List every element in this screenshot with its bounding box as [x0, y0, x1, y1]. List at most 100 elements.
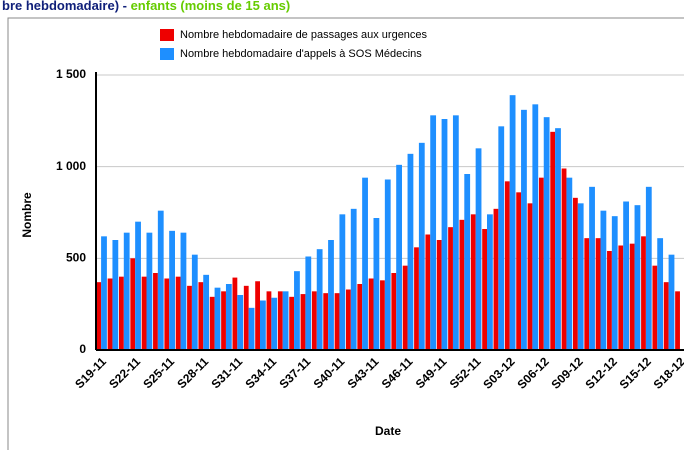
bar	[146, 232, 153, 350]
bar	[119, 276, 124, 350]
bar	[384, 179, 391, 350]
bar	[414, 247, 419, 350]
bar	[487, 214, 493, 350]
bar	[436, 240, 442, 350]
legend-label: Nombre hebdomadaire de passages aux urge…	[180, 29, 428, 41]
bar	[532, 104, 539, 350]
bar	[346, 289, 351, 350]
bar	[675, 291, 680, 350]
bar	[543, 117, 550, 351]
bar	[663, 282, 669, 350]
y-axis-label: Nombre	[20, 192, 34, 238]
bar	[123, 232, 130, 350]
bar	[350, 208, 357, 350]
bar	[357, 284, 363, 350]
bar	[550, 131, 556, 350]
bar	[498, 126, 505, 350]
bar	[577, 203, 584, 350]
bar	[645, 186, 652, 350]
bar	[305, 256, 312, 350]
bar	[316, 249, 323, 350]
bar	[362, 177, 368, 350]
title-main: bre hebdomadaire) -	[2, 0, 131, 13]
bar	[187, 285, 192, 350]
bar	[101, 236, 107, 350]
y-tick-label: 1 000	[56, 159, 86, 173]
bar	[237, 295, 244, 350]
y-tick-label: 500	[66, 251, 86, 265]
bar	[418, 142, 425, 350]
bar	[107, 278, 113, 350]
bar	[521, 109, 527, 350]
bar	[407, 153, 414, 350]
bar	[595, 238, 601, 350]
bar	[225, 284, 232, 350]
bar	[555, 128, 561, 350]
chart-title: bre hebdomadaire) - enfants (moins de 15…	[2, 0, 290, 13]
bar	[311, 291, 317, 350]
bar	[509, 95, 516, 351]
bar	[607, 251, 612, 350]
bar	[566, 177, 573, 350]
bar	[157, 210, 164, 350]
bar	[271, 297, 278, 350]
bar	[618, 245, 624, 350]
bar	[657, 238, 664, 350]
bar	[323, 293, 329, 350]
bar	[368, 278, 374, 350]
bar	[396, 164, 402, 350]
bar	[153, 273, 158, 350]
legend-label: Nombre hebdomadaire d'appels à SOS Médec…	[180, 48, 422, 60]
y-tick-label: 0	[79, 342, 86, 356]
bar	[289, 296, 295, 350]
legend-swatch	[160, 48, 174, 60]
bar	[248, 307, 255, 350]
bar	[380, 280, 385, 350]
bar	[402, 265, 408, 350]
bar	[180, 232, 187, 350]
bar	[175, 276, 181, 350]
bar	[538, 177, 544, 350]
bar	[441, 119, 448, 350]
bar	[425, 234, 431, 350]
y-tick-label: 1 500	[56, 67, 86, 81]
bar	[527, 203, 533, 350]
bar	[243, 285, 249, 350]
bar	[430, 115, 437, 350]
bar	[516, 192, 522, 350]
bar	[623, 201, 629, 350]
bar	[294, 271, 300, 350]
bar	[232, 277, 238, 350]
bar	[652, 265, 658, 350]
bar	[203, 274, 210, 350]
bar	[282, 291, 289, 350]
bar	[464, 174, 471, 350]
bar	[198, 282, 204, 350]
bar	[373, 218, 380, 350]
bar	[300, 294, 306, 350]
bar	[214, 287, 221, 350]
bar	[141, 276, 147, 350]
bar	[135, 221, 141, 350]
bar	[169, 230, 175, 350]
bar	[561, 168, 567, 350]
bar	[339, 214, 346, 350]
bar	[130, 258, 136, 350]
title-highlight: enfants (moins de 15 ans)	[131, 0, 291, 13]
legend-swatch	[160, 29, 174, 41]
bar	[391, 273, 397, 350]
bar	[266, 291, 272, 350]
bar	[96, 282, 102, 350]
bar	[191, 254, 198, 350]
bar	[493, 208, 499, 350]
bar	[112, 240, 119, 350]
bar	[209, 296, 215, 350]
bar	[482, 229, 487, 350]
bar	[589, 186, 595, 350]
bar	[504, 181, 510, 350]
bar	[668, 254, 675, 350]
bar	[459, 219, 465, 350]
bar	[164, 278, 170, 350]
bar	[641, 236, 646, 350]
